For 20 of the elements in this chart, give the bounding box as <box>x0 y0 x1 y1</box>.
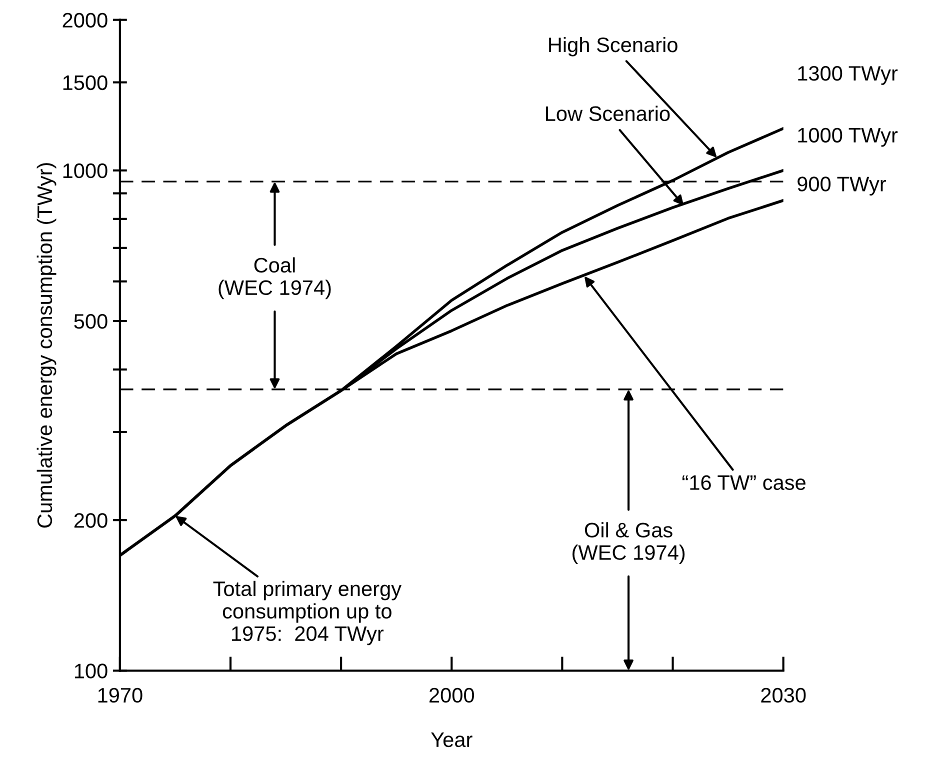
x-axis-title: Year <box>431 732 472 748</box>
text: 1300 TWyr <box>798 66 898 85</box>
x-tick-label: 2000 <box>430 688 474 703</box>
y-axis-title: Cumulative energy consumption (TWyr) <box>36 163 56 528</box>
annotation: Total primary energy consumption up to 1975: 204 TWyr <box>213 580 402 646</box>
text: 900 TWyr <box>798 176 886 196</box>
annotation: High Scenario <box>549 36 678 56</box>
y-tick-label: 500 <box>74 314 108 329</box>
annotation: Coal (WEC 1974) <box>218 257 331 300</box>
annotation: Oil & Gas (WEC 1974) <box>572 522 685 564</box>
x-tick-label: 1970 <box>98 688 142 703</box>
annotation: Low Scenario <box>546 106 670 122</box>
y-tick-label: 1500 <box>63 75 108 90</box>
y-tick-label: 2000 <box>62 12 108 28</box>
y-tick-label: 200 <box>74 513 108 528</box>
annotation: “16 TW” case <box>682 475 806 490</box>
text: 1000 TWyr <box>798 128 898 147</box>
y-tick-label: 100 <box>74 664 108 678</box>
y-tick-label: 1000 <box>63 163 108 178</box>
x-tick-label: 2030 <box>761 688 806 703</box>
